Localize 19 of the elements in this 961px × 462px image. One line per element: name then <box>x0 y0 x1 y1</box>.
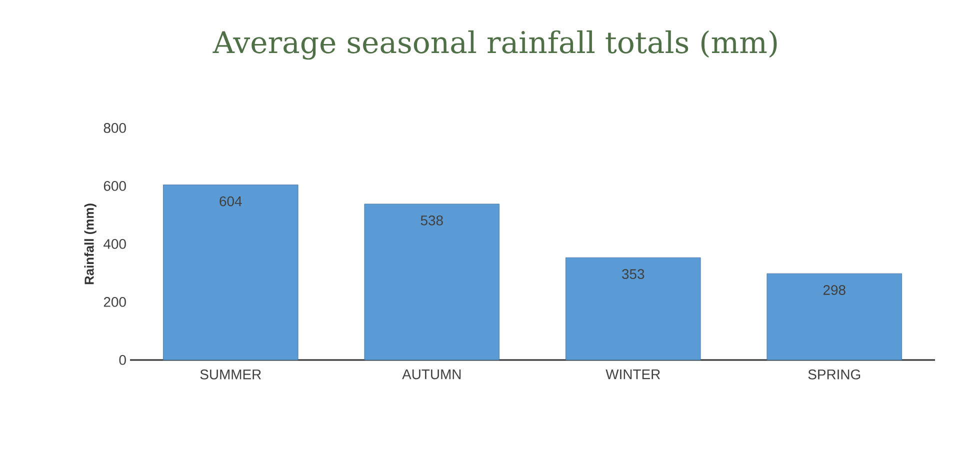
y-tick-label: 600 <box>104 181 126 191</box>
y-tick-label: 800 <box>104 123 126 133</box>
data-label: 538 <box>420 215 443 226</box>
bar <box>766 273 902 360</box>
x-tick-label: WINTER <box>606 370 660 380</box>
y-tick-label: 0 <box>119 355 126 365</box>
x-tick-label: AUTUMN <box>402 370 461 380</box>
y-tick-label: 400 <box>104 239 126 249</box>
bar <box>566 257 701 360</box>
data-label: 353 <box>622 269 644 280</box>
y-tick-label: 200 <box>104 297 126 307</box>
x-tick-label: SPRING <box>808 369 860 380</box>
bar <box>364 204 500 360</box>
data-label: 298 <box>823 285 846 295</box>
y-axis-title: Rainfall (mm) <box>84 204 96 284</box>
bar <box>163 184 298 360</box>
data-label: 604 <box>220 196 242 206</box>
chart-title: Average seasonal rainfall totals (mm) <box>212 30 777 60</box>
x-tick-label: SUMMER <box>200 369 261 380</box>
